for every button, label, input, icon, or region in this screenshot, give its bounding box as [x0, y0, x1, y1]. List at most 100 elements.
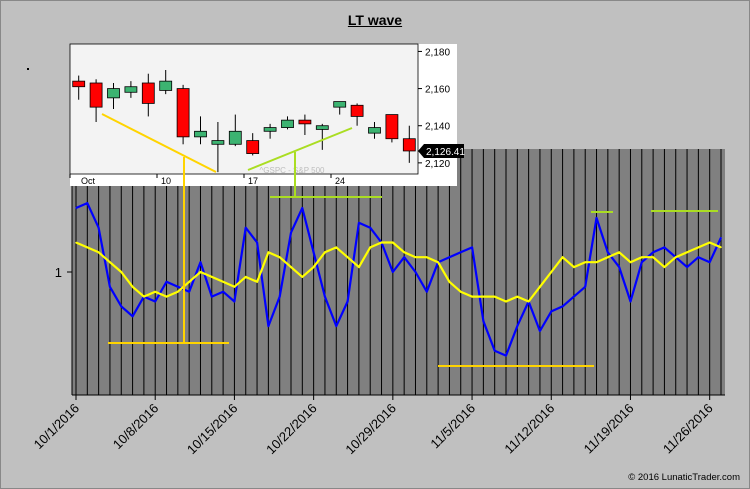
data-point: [505, 300, 507, 303]
data-point: [324, 296, 326, 298]
data-point: [550, 271, 552, 273]
candle-body: [194, 130, 207, 138]
data-point: [154, 300, 156, 303]
data-point: [392, 271, 394, 273]
data-point: [380, 241, 383, 244]
data-point: [188, 291, 190, 293]
data-point: [256, 281, 258, 283]
x-tick-label: 11/12/2016: [501, 401, 557, 457]
inset-x-tick-label: 24: [335, 176, 345, 186]
inset-y-tick-label: 2,140: [425, 122, 450, 133]
data-point: [188, 281, 190, 283]
data-point: [675, 256, 677, 258]
data-point: [641, 256, 643, 258]
data-point: [528, 300, 530, 303]
data-point: [177, 286, 179, 288]
data-point: [403, 251, 405, 253]
inset-plot-area: [69, 43, 419, 175]
candle-body: [89, 82, 103, 108]
inset-x-tick-label: 10: [161, 176, 171, 186]
data-point: [539, 330, 541, 332]
data-point: [86, 202, 88, 204]
stray-dot: [27, 68, 29, 70]
data-point: [539, 286, 541, 288]
data-point: [256, 241, 258, 244]
last-price-tag: [418, 143, 464, 158]
candle-body: [72, 80, 86, 88]
candle-body: [263, 127, 277, 132]
data-point: [177, 291, 179, 293]
candle-body: [281, 119, 294, 128]
candle-body: [368, 127, 381, 134]
data-point: [494, 296, 496, 298]
data-point: [120, 271, 122, 273]
data-point: [358, 222, 360, 224]
data-point: [233, 300, 236, 303]
data-point: [165, 281, 168, 283]
data-point: [414, 256, 417, 258]
data-point: [573, 296, 575, 298]
data-point: [607, 256, 609, 258]
data-point: [573, 266, 575, 268]
data-point: [109, 286, 111, 288]
data-point: [143, 296, 145, 298]
annotation-up-slope: [247, 127, 353, 171]
data-point: [346, 300, 349, 303]
data-point: [222, 291, 224, 293]
data-point: [686, 251, 688, 253]
data-point: [494, 350, 496, 352]
data-point: [98, 251, 100, 253]
inset-y-tick-label: 2,180: [425, 47, 450, 58]
data-point: [211, 296, 213, 298]
data-point: [448, 256, 451, 258]
chart-title: LT wave: [347, 12, 403, 28]
data-point: [301, 276, 303, 278]
data-point: [403, 256, 405, 258]
data-point: [697, 246, 699, 248]
data-point: [109, 261, 111, 263]
data-point: [629, 300, 632, 303]
data-point: [595, 261, 598, 263]
data-point: [313, 251, 315, 253]
data-point: [448, 281, 451, 283]
data-point: [211, 276, 213, 278]
data-point: [335, 246, 337, 248]
candle-body: [124, 86, 138, 93]
data-point: [313, 266, 315, 268]
data-point: [290, 232, 292, 234]
candle-body: [228, 130, 242, 145]
x-tick-label: 11/19/2016: [581, 401, 637, 457]
data-point: [369, 227, 371, 229]
data-point: [369, 246, 371, 248]
data-point: [629, 261, 632, 263]
data-point: [516, 325, 518, 327]
data-point: [663, 266, 666, 268]
data-point: [392, 241, 394, 244]
x-tick-label: 10/29/2016: [342, 401, 399, 458]
data-point: [471, 296, 473, 298]
candle-body: [385, 114, 399, 140]
data-point: [165, 296, 168, 298]
inset-y-tick-label: 2,120: [425, 159, 450, 170]
data-point: [75, 241, 77, 244]
inset-x-tick-label: 17: [248, 176, 258, 186]
data-point: [437, 261, 439, 263]
x-tick-label: 10/1/2016: [31, 401, 83, 453]
data-point: [584, 261, 586, 263]
candle-body: [107, 88, 120, 99]
data-point: [618, 266, 620, 268]
data-point: [460, 251, 462, 253]
candle-body: [246, 140, 260, 154]
x-tick-label: 10/22/2016: [263, 401, 320, 458]
last-price-label: 2,126.41: [426, 147, 465, 158]
data-point: [358, 266, 360, 268]
data-point: [550, 310, 552, 312]
data-point: [460, 291, 462, 293]
candle-body: [350, 104, 364, 117]
data-point: [346, 256, 349, 258]
data-point: [199, 261, 202, 263]
data-point: [86, 246, 88, 248]
data-point: [686, 266, 688, 268]
data-point: [584, 286, 586, 288]
